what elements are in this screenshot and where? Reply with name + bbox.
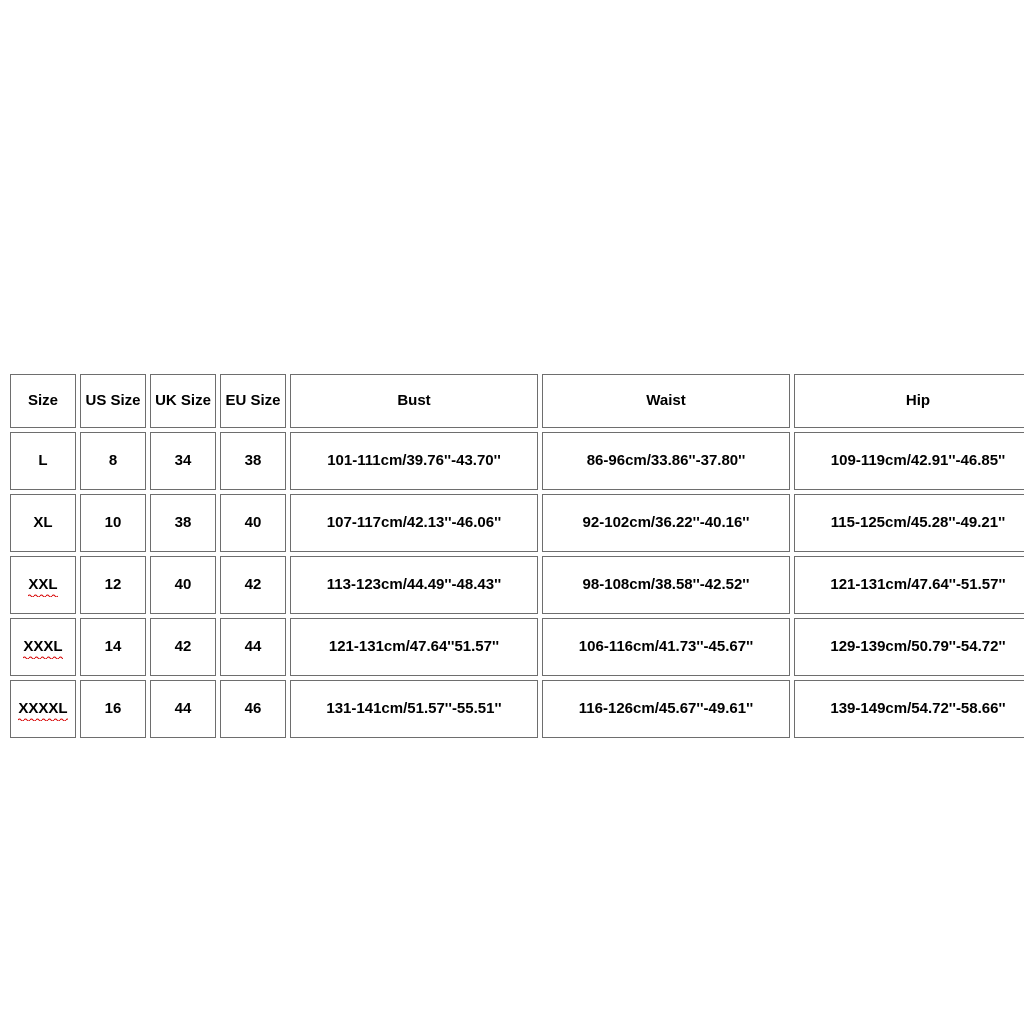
table-row: L 8 34 38 101-111cm/39.76''-43.70'' 86-9… [10,432,1024,490]
col-header-eu: EU Size [220,374,286,428]
cell-hip: 129-139cm/50.79''-54.72'' [794,618,1024,676]
cell-bust: 101-111cm/39.76''-43.70'' [290,432,538,490]
size-label: XXL [28,576,57,595]
cell-us: 14 [80,618,146,676]
cell-bust: 107-117cm/42.13''-46.06'' [290,494,538,552]
cell-uk: 42 [150,618,216,676]
cell-bust: 113-123cm/44.49''-48.43'' [290,556,538,614]
cell-us: 10 [80,494,146,552]
col-header-size: Size [10,374,76,428]
cell-eu: 44 [220,618,286,676]
col-header-uk: UK Size [150,374,216,428]
table-row: XXXXL 16 44 46 131-141cm/51.57''-55.51''… [10,680,1024,738]
cell-size: L [10,432,76,490]
size-chart-table: Size US Size UK Size EU Size Bust Waist … [6,370,1024,742]
table-body: L 8 34 38 101-111cm/39.76''-43.70'' 86-9… [10,432,1024,738]
cell-us: 12 [80,556,146,614]
cell-eu: 40 [220,494,286,552]
cell-uk: 38 [150,494,216,552]
cell-bust: 121-131cm/47.64''51.57'' [290,618,538,676]
size-chart-container: Size US Size UK Size EU Size Bust Waist … [6,370,1018,742]
cell-bust: 131-141cm/51.57''-55.51'' [290,680,538,738]
table-row: XXXL 14 42 44 121-131cm/47.64''51.57'' 1… [10,618,1024,676]
size-label: XL [33,514,52,531]
cell-waist: 106-116cm/41.73''-45.67'' [542,618,790,676]
cell-uk: 44 [150,680,216,738]
cell-eu: 38 [220,432,286,490]
size-label: XXXXL [18,700,67,719]
table-row: XL 10 38 40 107-117cm/42.13''-46.06'' 92… [10,494,1024,552]
cell-eu: 42 [220,556,286,614]
cell-eu: 46 [220,680,286,738]
col-header-hip: Hip [794,374,1024,428]
cell-uk: 34 [150,432,216,490]
cell-hip: 121-131cm/47.64''-51.57'' [794,556,1024,614]
cell-size: XXL [10,556,76,614]
col-header-bust: Bust [290,374,538,428]
size-label: XXXL [23,638,62,657]
cell-uk: 40 [150,556,216,614]
cell-us: 16 [80,680,146,738]
cell-hip: 115-125cm/45.28''-49.21'' [794,494,1024,552]
table-row: XXL 12 40 42 113-123cm/44.49''-48.43'' 9… [10,556,1024,614]
col-header-waist: Waist [542,374,790,428]
cell-hip: 139-149cm/54.72''-58.66'' [794,680,1024,738]
size-label: L [38,452,47,469]
table-header-row: Size US Size UK Size EU Size Bust Waist … [10,374,1024,428]
cell-hip: 109-119cm/42.91''-46.85'' [794,432,1024,490]
cell-waist: 86-96cm/33.86''-37.80'' [542,432,790,490]
cell-waist: 92-102cm/36.22''-40.16'' [542,494,790,552]
cell-us: 8 [80,432,146,490]
cell-size: XXXL [10,618,76,676]
cell-size: XXXXL [10,680,76,738]
col-header-us: US Size [80,374,146,428]
cell-waist: 98-108cm/38.58''-42.52'' [542,556,790,614]
cell-size: XL [10,494,76,552]
cell-waist: 116-126cm/45.67''-49.61'' [542,680,790,738]
